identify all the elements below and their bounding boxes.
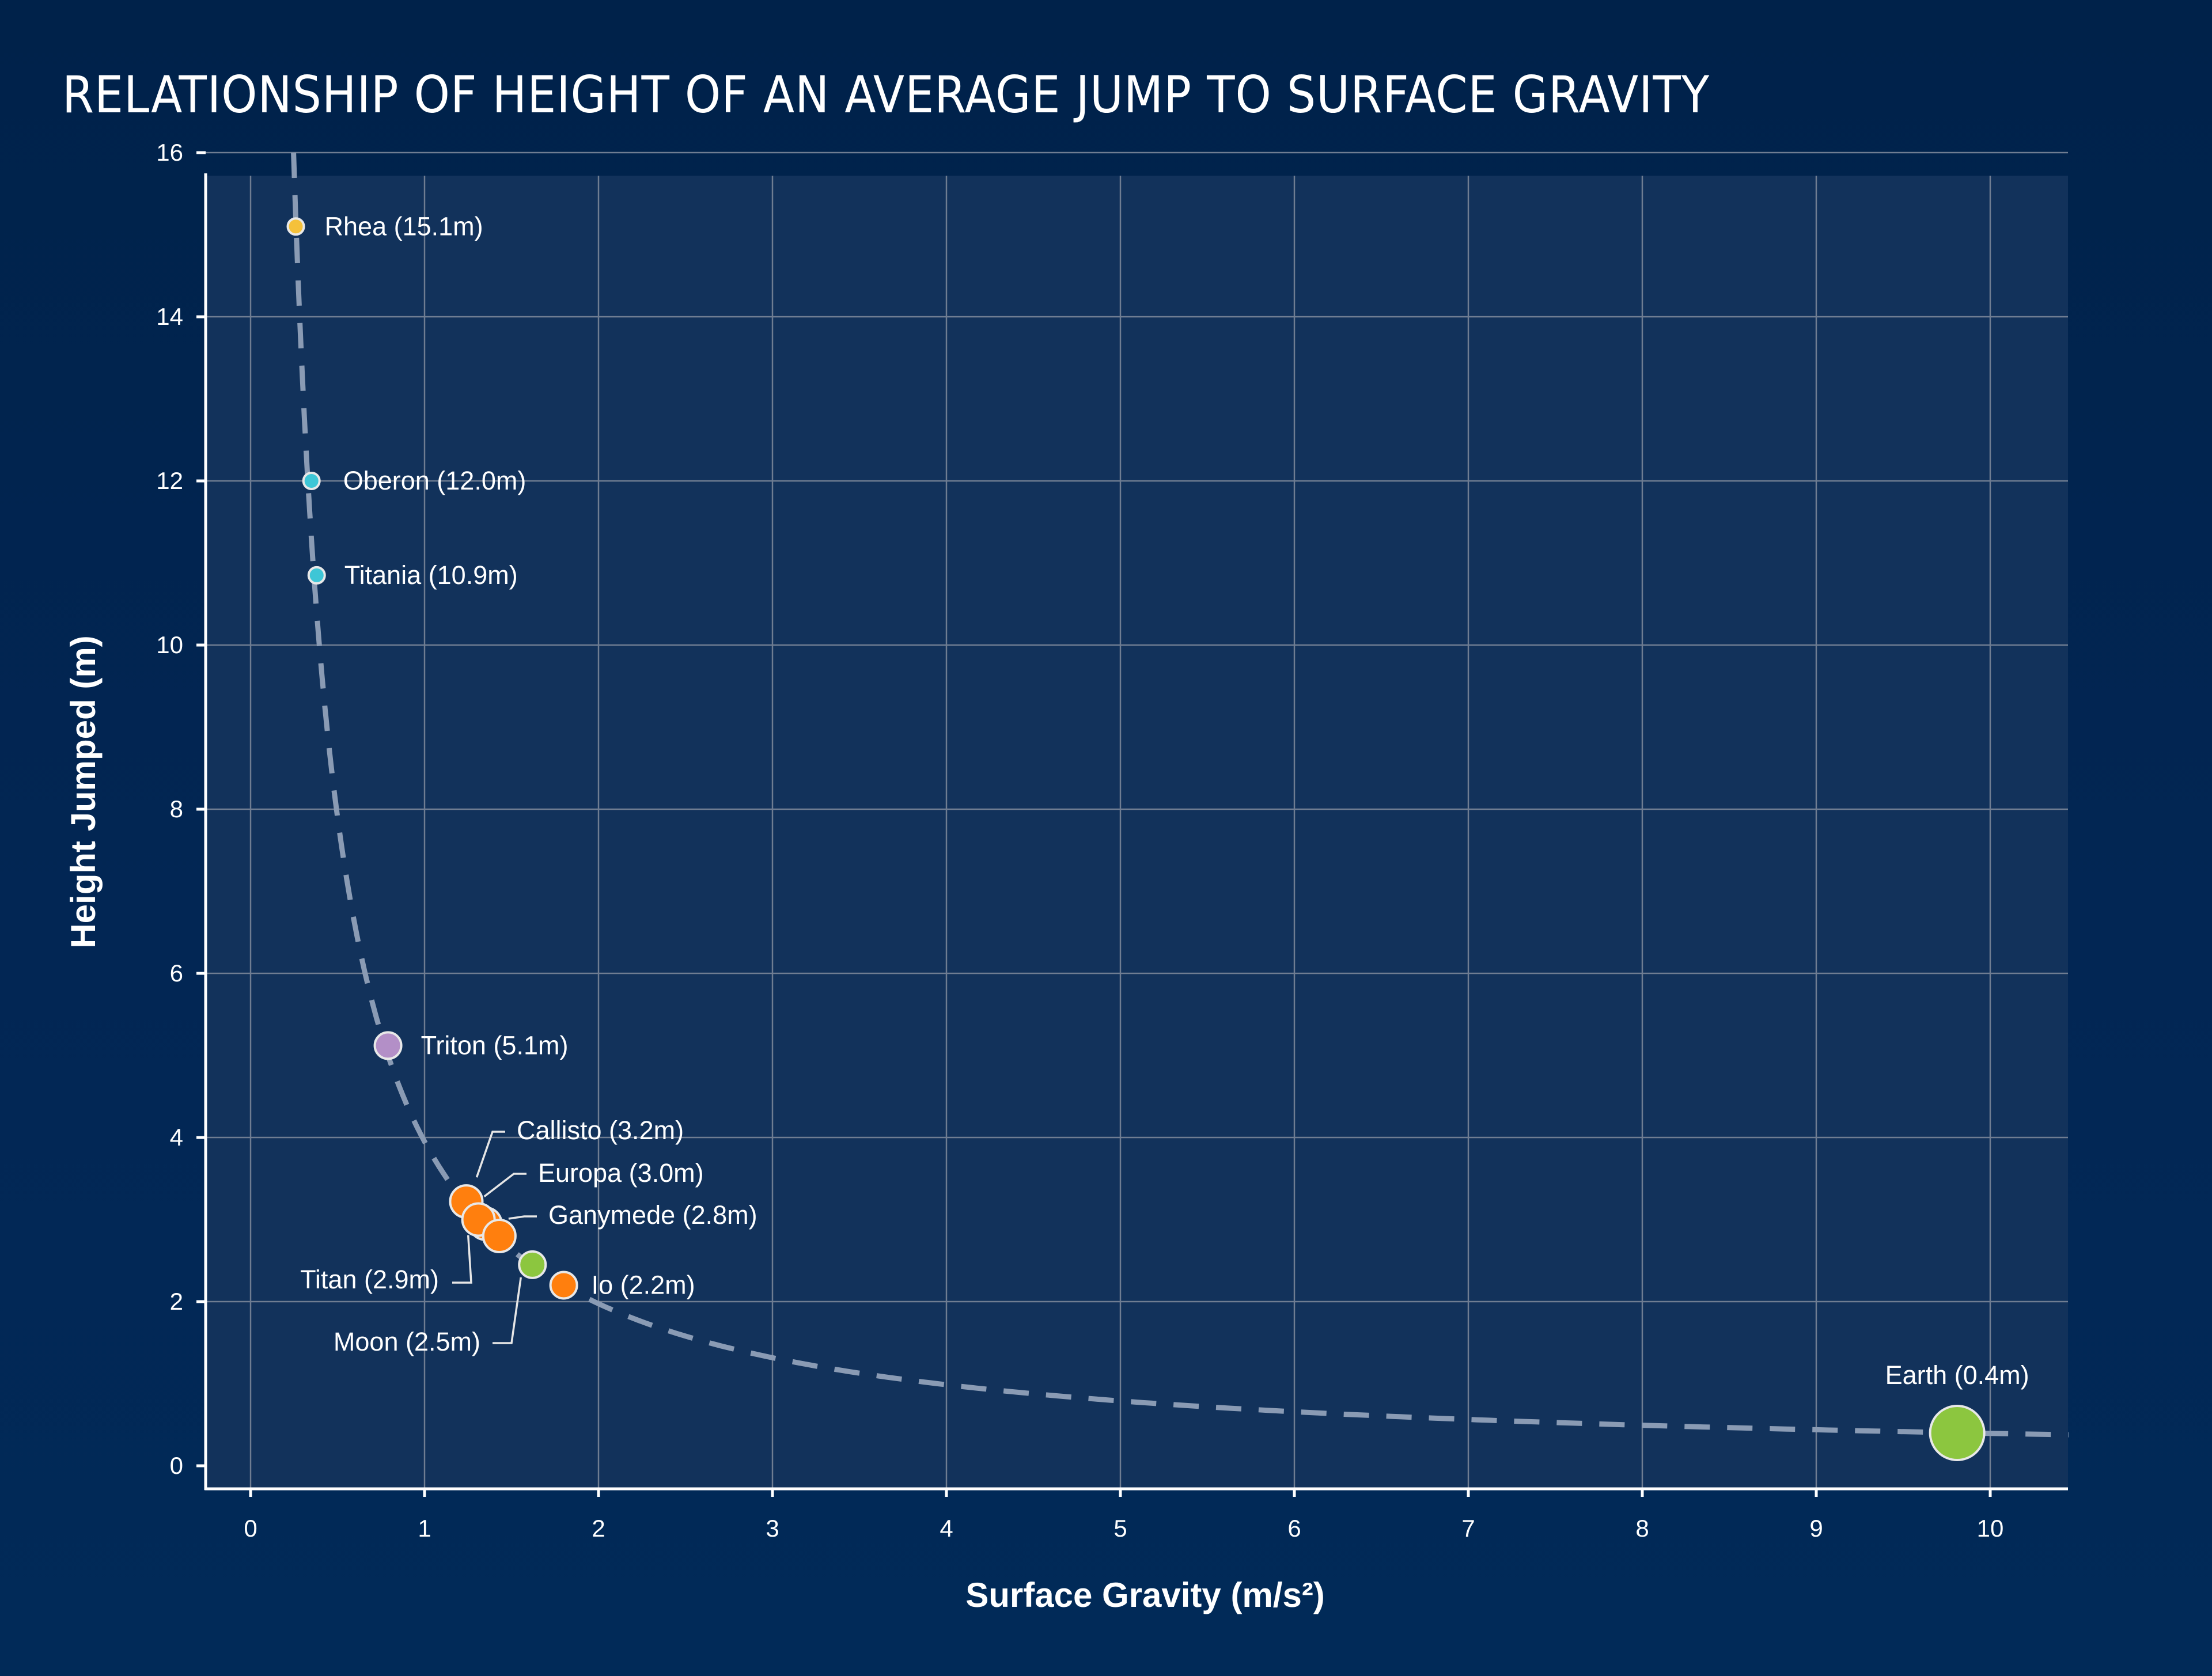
y-tick-label: 4 (170, 1124, 183, 1151)
x-tick-label: 0 (244, 1515, 257, 1542)
label-ganymede: Ganymede (2.8m) (548, 1200, 757, 1230)
x-tick-label: 1 (418, 1515, 431, 1542)
leader-ganymede (508, 1215, 537, 1220)
x-tick-label: 6 (1287, 1515, 1301, 1542)
point-rhea (286, 217, 305, 236)
x-tick-label: 4 (940, 1515, 953, 1542)
y-tick-label: 12 (156, 467, 183, 494)
x-tick-label: 5 (1113, 1515, 1127, 1542)
point-oberon (302, 472, 321, 490)
label-moon: Moon (2.5m) (334, 1327, 480, 1356)
x-tick-label: 3 (766, 1515, 779, 1542)
x-tick-label: 9 (1809, 1515, 1823, 1542)
label-triton: Triton (5.1m) (421, 1030, 569, 1060)
leader-callisto (475, 1131, 505, 1178)
y-tick-label: 2 (170, 1288, 183, 1315)
point-earth (1929, 1405, 1986, 1461)
label-earth: Earth (0.4m) (1885, 1360, 2029, 1390)
x-tick-label: 2 (592, 1515, 605, 1542)
point-ganymede (482, 1219, 517, 1253)
chart-title: RELATIONSHIP OF HEIGHT OF AN AVERAGE JUM… (62, 65, 1710, 124)
point-triton (373, 1031, 403, 1060)
label-callisto: Callisto (3.2m) (517, 1116, 684, 1145)
label-titan: Titan (2.9m) (300, 1265, 439, 1294)
y-tick-label: 8 (170, 795, 183, 822)
x-tick-label: 10 (1977, 1515, 2004, 1542)
label-europa: Europa (3.0m) (538, 1158, 704, 1188)
point-labels: Rhea (15.1m) Oberon (12.0m) Titania (10.9m… (300, 211, 2029, 1390)
label-io: Io (2.2m) (592, 1271, 695, 1300)
leader-moon (493, 1277, 522, 1344)
point-io (549, 1271, 578, 1300)
y-tick-label: 0 (170, 1452, 183, 1479)
y-tick-label: 14 (156, 303, 183, 330)
label-leader-lines (452, 1131, 537, 1344)
grid-lines (196, 151, 2068, 1497)
axes (204, 173, 2068, 1491)
leader-titan (452, 1235, 472, 1284)
x-tick-label: 8 (1635, 1515, 1649, 1542)
point-moon (518, 1250, 547, 1279)
x-tick-label: 7 (1461, 1515, 1475, 1542)
x-axis-title: Surface Gravity (m/s²) (965, 1576, 1325, 1614)
leader-europa (483, 1173, 527, 1197)
data-points (286, 217, 1986, 1461)
y-tick-label: 10 (156, 631, 183, 658)
label-titania: Titania (10.9m) (344, 560, 518, 590)
y-tick-label: 16 (156, 139, 183, 166)
plot-area (206, 176, 2068, 1489)
y-tick-label: 6 (170, 960, 183, 987)
label-oberon: Oberon (12.0m) (343, 466, 527, 495)
label-rhea: Rhea (15.1m) (325, 211, 483, 241)
y-axis-title: Height Jumped (m) (64, 635, 103, 948)
point-titania (307, 566, 326, 585)
